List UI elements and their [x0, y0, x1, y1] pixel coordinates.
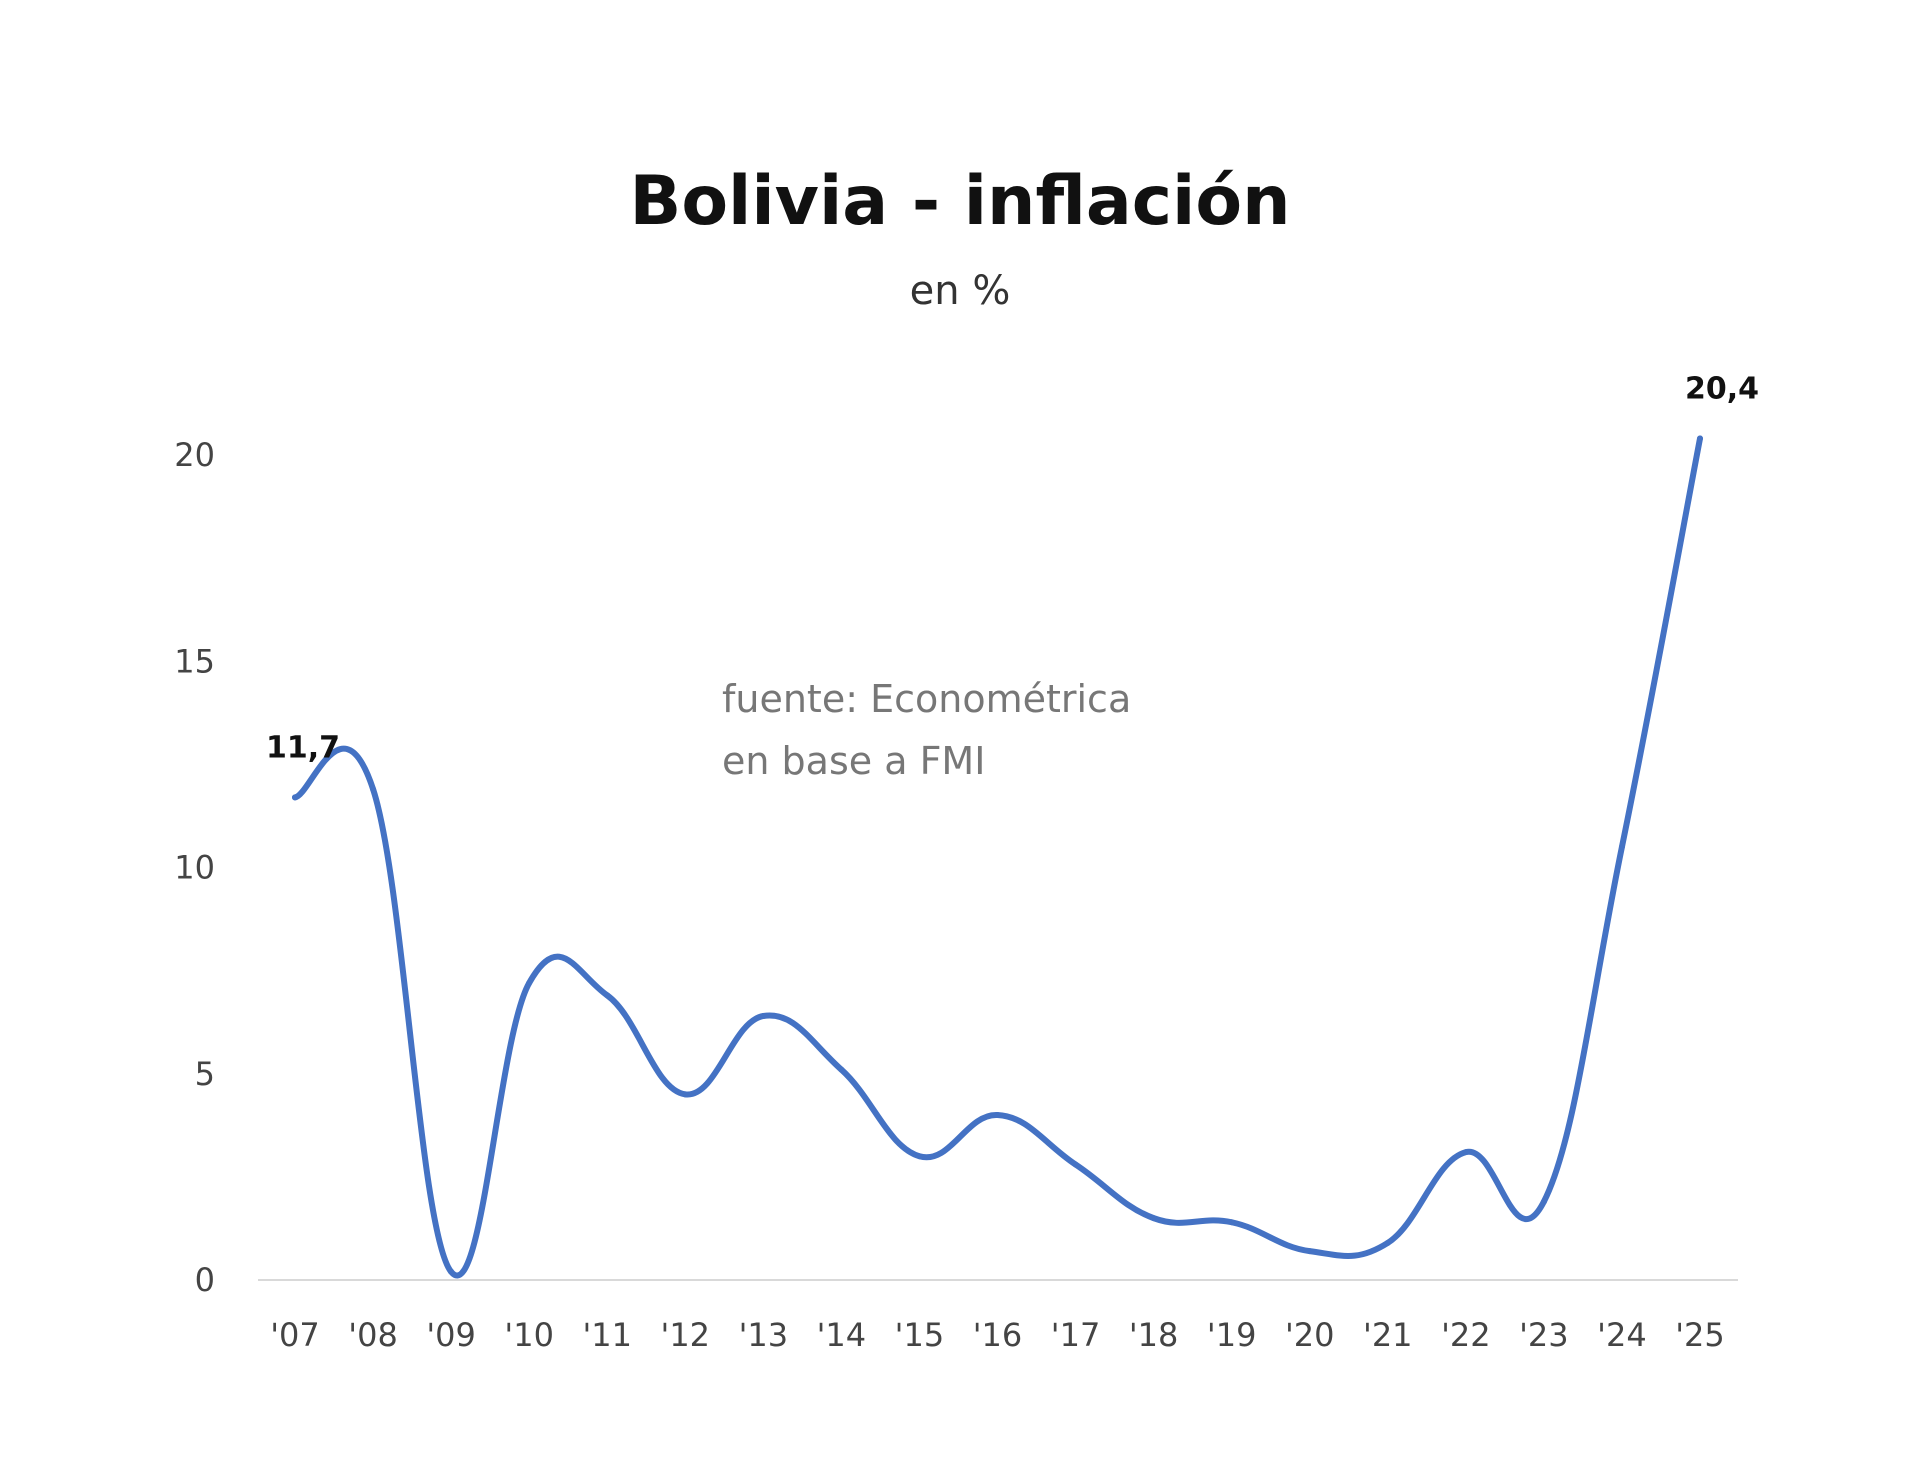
- data-point: [682, 1091, 689, 1098]
- data-point: [1150, 1215, 1157, 1222]
- x-tick-label: '16: [973, 1316, 1023, 1354]
- data-label: 20,4: [1685, 372, 1759, 407]
- data-point: [994, 1112, 1001, 1118]
- x-tick-label: '14: [817, 1316, 867, 1354]
- data-point: [838, 1066, 845, 1073]
- data-labels: 11,7 20,4: [266, 372, 1759, 766]
- x-tick-label: '18: [1129, 1316, 1179, 1354]
- data-label: 11,7: [266, 730, 340, 765]
- data-point: [1462, 1149, 1469, 1156]
- x-tick-label: '23: [1519, 1316, 1569, 1354]
- data-point: [1618, 843, 1625, 850]
- data-point: [526, 980, 533, 986]
- data-point: [760, 1013, 767, 1019]
- x-tick-label: '19: [1207, 1316, 1257, 1354]
- source-note-line-1: fuente: Econométrica: [722, 677, 1132, 721]
- x-tick-label: '20: [1285, 1316, 1335, 1354]
- data-point: [1540, 1198, 1547, 1205]
- x-tick-label: '08: [348, 1316, 398, 1354]
- x-tick-label: '12: [661, 1316, 711, 1354]
- data-point: [604, 992, 611, 999]
- data-point: [448, 1268, 455, 1275]
- x-tick-label: '11: [582, 1316, 632, 1354]
- x-tick-label: '07: [270, 1316, 320, 1354]
- x-tick-label: '22: [1441, 1316, 1491, 1354]
- data-point: [1306, 1248, 1313, 1255]
- y-tick-label: 10: [174, 849, 215, 887]
- x-tick-label: '15: [895, 1316, 945, 1354]
- series-line: [292, 435, 1703, 1279]
- chart-subtitle: en %: [909, 268, 1011, 314]
- data-point: [1384, 1239, 1391, 1246]
- data-point: [916, 1153, 923, 1160]
- x-axis: '07 '08 '09 '10 '11 '12 '13 '14 '15 '16 '17 '18 '19 '…: [270, 1316, 1725, 1354]
- y-tick-label: 15: [174, 642, 215, 680]
- chart-title: Bolivia - inflación: [629, 162, 1291, 241]
- data-point: [1697, 435, 1703, 442]
- x-tick-label: '10: [504, 1316, 554, 1354]
- x-tick-label: '21: [1363, 1316, 1413, 1354]
- x-tick-label: '13: [739, 1316, 789, 1354]
- data-point: [370, 786, 377, 793]
- x-tick-label: '25: [1675, 1316, 1725, 1354]
- x-tick-label: '24: [1597, 1316, 1647, 1354]
- y-tick-label: 20: [174, 436, 215, 474]
- x-tick-label: '09: [426, 1316, 476, 1354]
- series-group: [292, 435, 1703, 1279]
- x-tick-label: '17: [1051, 1316, 1101, 1354]
- y-tick-label: 0: [195, 1261, 215, 1299]
- source-note-line-2: en base a FMI: [722, 739, 986, 783]
- y-tick-label: 5: [195, 1055, 215, 1093]
- data-point: [292, 794, 298, 801]
- data-point: [1072, 1161, 1079, 1168]
- y-axis: 0 5 10 15 20: [174, 436, 215, 1299]
- source-note: fuente: Econométrica en base a FMI: [722, 668, 1131, 792]
- data-point: [1228, 1219, 1235, 1226]
